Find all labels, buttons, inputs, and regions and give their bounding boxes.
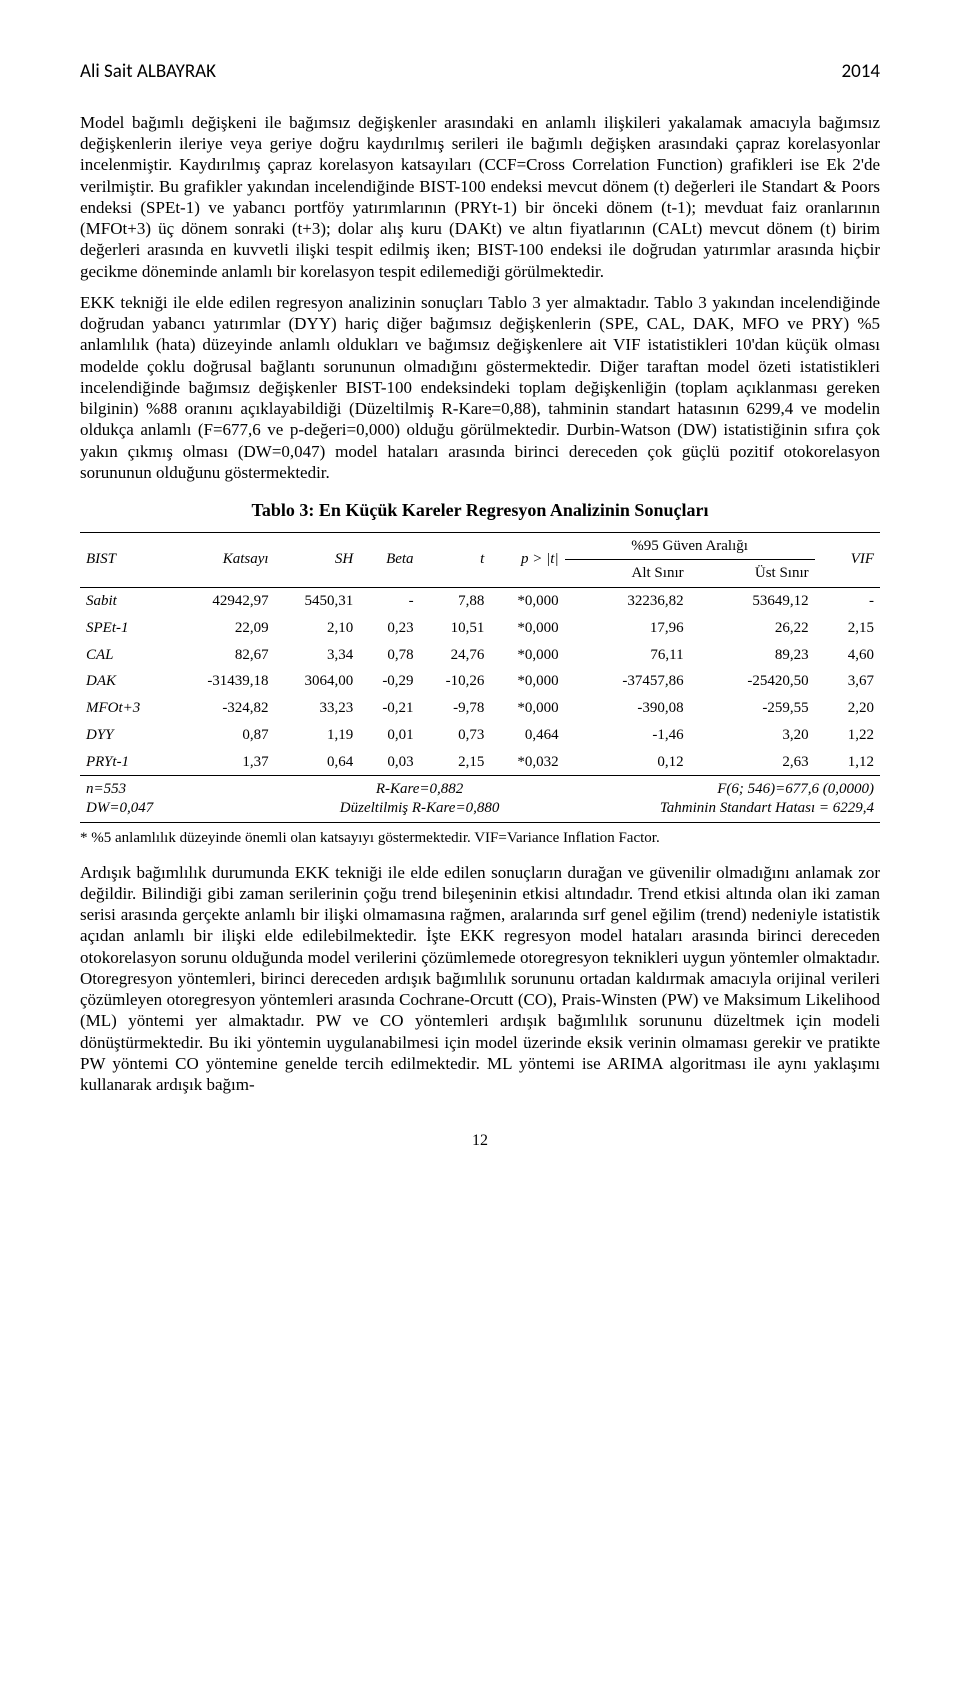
col-t: t bbox=[420, 532, 491, 588]
table-row: PRYt-11,370,640,032,15*0,0320,122,631,12 bbox=[80, 749, 880, 776]
table-cell: 82,67 bbox=[172, 642, 274, 669]
table-cell: 5450,31 bbox=[275, 588, 360, 615]
table-cell: 1,37 bbox=[172, 749, 274, 776]
header-year: 2014 bbox=[841, 60, 880, 84]
table-cell: -31439,18 bbox=[172, 668, 274, 695]
table-cell: -9,78 bbox=[420, 695, 491, 722]
table-cell: 76,11 bbox=[565, 642, 690, 669]
table-cell: 32236,82 bbox=[565, 588, 690, 615]
table-cell: -37457,86 bbox=[565, 668, 690, 695]
table-cell: 22,09 bbox=[172, 615, 274, 642]
table-cell: 3,67 bbox=[815, 668, 880, 695]
table-cell: 2,20 bbox=[815, 695, 880, 722]
table-cell: SPEt-1 bbox=[80, 615, 172, 642]
footer-cell: F(6; 546)=677,6 (0,0000) Tahminin Standa… bbox=[565, 776, 880, 823]
table-cell: 0,73 bbox=[420, 722, 491, 749]
table-row: CAL82,673,340,7824,76*0,00076,1189,234,6… bbox=[80, 642, 880, 669]
header-author: Ali Sait ALBAYRAK bbox=[80, 60, 216, 84]
table-cell: -0,21 bbox=[359, 695, 419, 722]
table-cell: -1,46 bbox=[565, 722, 690, 749]
footer-n: n=553 bbox=[86, 781, 126, 797]
table-cell: 0,01 bbox=[359, 722, 419, 749]
table-cell: 0,23 bbox=[359, 615, 419, 642]
table-cell: -0,29 bbox=[359, 668, 419, 695]
col-bist: BIST bbox=[80, 532, 172, 588]
table-cell: 2,15 bbox=[420, 749, 491, 776]
table-cell: *0,000 bbox=[490, 642, 564, 669]
paragraph-1: Model bağımlı değişkeni ile bağımsız değ… bbox=[80, 112, 880, 282]
table-cell: 2,63 bbox=[690, 749, 815, 776]
paragraph-2: EKK tekniği ile elde edilen regresyon an… bbox=[80, 292, 880, 483]
table-cell: 17,96 bbox=[565, 615, 690, 642]
table-cell: 0,03 bbox=[359, 749, 419, 776]
table-cell: - bbox=[359, 588, 419, 615]
table-cell: MFOt+3 bbox=[80, 695, 172, 722]
table-cell: 33,23 bbox=[275, 695, 360, 722]
table-cell: 89,23 bbox=[690, 642, 815, 669]
footer-cell: R-Kare=0,882 Düzeltilmiş R-Kare=0,880 bbox=[275, 776, 565, 823]
footer-se: Tahminin Standart Hatası = 6229,4 bbox=[660, 800, 874, 816]
table-cell: DAK bbox=[80, 668, 172, 695]
footer-dw: DW=0,047 bbox=[86, 800, 153, 816]
table-cell: 1,19 bbox=[275, 722, 360, 749]
col-vif: VIF bbox=[815, 532, 880, 588]
table-cell: 4,60 bbox=[815, 642, 880, 669]
table-cell: 0,64 bbox=[275, 749, 360, 776]
col-katsayi: Katsayı bbox=[172, 532, 274, 588]
table-title: Tablo 3: En Küçük Kareler Regresyon Anal… bbox=[80, 499, 880, 522]
table-row: DYY0,871,190,010,730,464-1,463,201,22 bbox=[80, 722, 880, 749]
footer-adjrkare: Düzeltilmiş R-Kare=0,880 bbox=[340, 800, 500, 816]
table-cell: CAL bbox=[80, 642, 172, 669]
table-cell: 24,76 bbox=[420, 642, 491, 669]
table-cell: 0,87 bbox=[172, 722, 274, 749]
col-p: p > |t| bbox=[490, 532, 564, 588]
footer-rkare: R-Kare=0,882 bbox=[376, 781, 463, 797]
table-cell: -10,26 bbox=[420, 668, 491, 695]
table-cell: 42942,97 bbox=[172, 588, 274, 615]
page-number: 12 bbox=[80, 1131, 880, 1151]
table-cell: 1,12 bbox=[815, 749, 880, 776]
col-hi: Üst Sınır bbox=[690, 560, 815, 588]
table-cell: 1,22 bbox=[815, 722, 880, 749]
table-cell: DYY bbox=[80, 722, 172, 749]
table-cell: 0,12 bbox=[565, 749, 690, 776]
table-row: MFOt+3-324,8233,23-0,21-9,78*0,000-390,0… bbox=[80, 695, 880, 722]
table-cell: 2,15 bbox=[815, 615, 880, 642]
col-beta: Beta bbox=[359, 532, 419, 588]
table-cell: 53649,12 bbox=[690, 588, 815, 615]
footer-cell: n=553 DW=0,047 bbox=[80, 776, 275, 823]
col-sh: SH bbox=[275, 532, 360, 588]
table-row: SPEt-122,092,100,2310,51*0,00017,9626,22… bbox=[80, 615, 880, 642]
table-cell: PRYt-1 bbox=[80, 749, 172, 776]
table-cell: 0,464 bbox=[490, 722, 564, 749]
regression-table: BIST Katsayı SH Beta t p > |t| %95 Güven… bbox=[80, 532, 880, 823]
paragraph-3: Ardışık bağımlılık durumunda EKK tekniği… bbox=[80, 862, 880, 1096]
table-cell: 10,51 bbox=[420, 615, 491, 642]
table-cell: -25420,50 bbox=[690, 668, 815, 695]
footer-f: F(6; 546)=677,6 (0,0000) bbox=[717, 781, 874, 797]
table-cell: *0,032 bbox=[490, 749, 564, 776]
table-cell: *0,000 bbox=[490, 695, 564, 722]
table-cell: 3,34 bbox=[275, 642, 360, 669]
table-cell: 7,88 bbox=[420, 588, 491, 615]
table-cell: 2,10 bbox=[275, 615, 360, 642]
table-cell: - bbox=[815, 588, 880, 615]
table-row: Sabit42942,975450,31-7,88*0,00032236,825… bbox=[80, 588, 880, 615]
table-cell: *0,000 bbox=[490, 668, 564, 695]
table-cell: 3064,00 bbox=[275, 668, 360, 695]
col-lo: Alt Sınır bbox=[565, 560, 690, 588]
table-cell: 3,20 bbox=[690, 722, 815, 749]
table-footnote: * %5 anlamlılık düzeyinde önemli olan ka… bbox=[80, 829, 880, 848]
table-cell: 0,78 bbox=[359, 642, 419, 669]
table-cell: -259,55 bbox=[690, 695, 815, 722]
table-cell: *0,000 bbox=[490, 615, 564, 642]
table-row: DAK-31439,183064,00-0,29-10,26*0,000-374… bbox=[80, 668, 880, 695]
table-cell: -390,08 bbox=[565, 695, 690, 722]
table-cell: 26,22 bbox=[690, 615, 815, 642]
table-cell: Sabit bbox=[80, 588, 172, 615]
col-ci: %95 Güven Aralığı bbox=[565, 532, 815, 560]
table-cell: *0,000 bbox=[490, 588, 564, 615]
table-cell: -324,82 bbox=[172, 695, 274, 722]
